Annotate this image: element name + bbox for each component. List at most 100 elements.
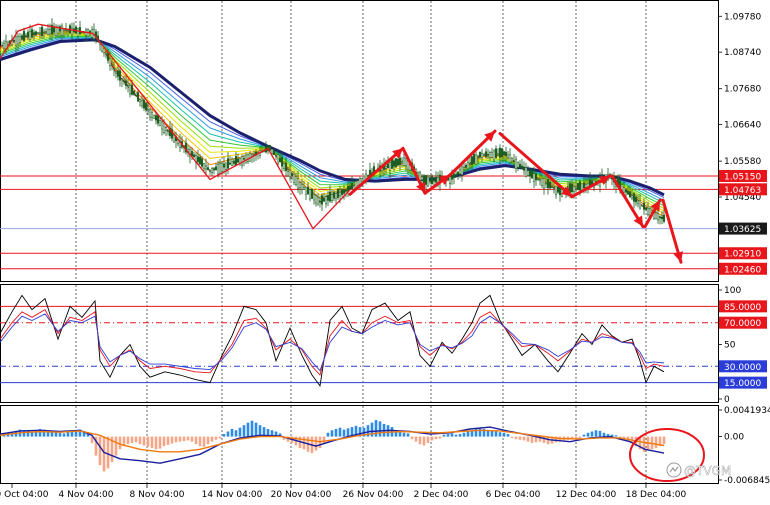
candle-body <box>434 176 438 183</box>
price-tick-label: 1.04540 <box>724 193 761 203</box>
trend-arrow-head <box>484 131 495 142</box>
candle-body <box>552 187 556 189</box>
candle-body <box>124 80 128 86</box>
macd-bar <box>138 436 142 445</box>
candle-body <box>168 127 172 136</box>
macd-bar <box>642 436 646 452</box>
macd-bar <box>154 436 158 450</box>
candle-body <box>508 154 512 163</box>
price-tick-label: 1.05580 <box>724 157 761 167</box>
macd-bar <box>542 436 546 443</box>
time-axis: 9 Oct 04:00 4 Nov 04:00 8 Nov 04:00 14 Nov … <box>0 484 687 500</box>
macd-bar <box>454 434 458 437</box>
time-tick-label: 8 Nov 04:00 <box>130 490 185 500</box>
candle-body <box>304 186 308 195</box>
oscillator-panel[interactable]: 100 50 0 85.0000 70.0000 30.0000 15.0000 <box>0 284 767 406</box>
candle-body <box>574 187 578 189</box>
candle-body <box>472 154 476 164</box>
macd-bar <box>490 430 494 437</box>
candle-body <box>42 31 46 34</box>
candle-body <box>392 160 396 167</box>
candle-body <box>572 186 576 192</box>
candle-body <box>496 153 500 155</box>
macd-bar <box>590 431 594 437</box>
trend-arrow-shaft <box>348 146 405 196</box>
candle-body <box>636 200 640 204</box>
candle-body <box>526 170 530 176</box>
time-tick-label: 6 Dec 04:00 <box>486 490 541 500</box>
candle-body <box>524 167 528 177</box>
candle-body <box>210 168 214 173</box>
candle-body <box>34 31 38 35</box>
candle-body <box>428 179 432 182</box>
macd-bar <box>262 427 266 437</box>
macd-bar <box>494 431 498 437</box>
candle-body <box>232 160 236 164</box>
macd-bar <box>330 430 334 437</box>
price-vertical-gridlines <box>75 1 647 281</box>
candle-body <box>400 161 404 163</box>
candle-body <box>102 48 106 53</box>
candle-body <box>318 200 322 203</box>
macd-bar <box>478 427 482 437</box>
red-level-tag <box>719 169 767 182</box>
candle-body <box>644 207 648 210</box>
macd-bar <box>254 422 258 437</box>
macd-bar <box>158 436 162 449</box>
watermark-text: @TVGM <box>684 464 731 478</box>
candle-body <box>286 169 290 172</box>
macd-bar <box>94 436 98 456</box>
candle-body <box>522 167 526 171</box>
zigzag-lines <box>0 23 351 230</box>
oscillator-level-tag <box>719 376 767 389</box>
time-tick-label: 12 Dec 04:00 <box>556 490 617 500</box>
candle-body <box>448 176 452 185</box>
macd-bar <box>358 427 362 437</box>
macd-bar <box>378 421 382 437</box>
macd-line <box>0 429 665 453</box>
macd-bar <box>194 436 198 445</box>
macd-bar <box>410 436 414 440</box>
candle-body <box>56 27 60 34</box>
candle-body <box>660 216 664 220</box>
candle-body <box>292 174 296 183</box>
macd-vertical-gridlines <box>75 406 647 483</box>
candle-body <box>308 189 312 200</box>
macd-axis: 0.0041934 0.00 -0.0068455 <box>718 406 770 486</box>
candle-body <box>112 68 116 70</box>
macd-bar <box>170 436 174 444</box>
candle-body <box>462 167 466 170</box>
candle-body <box>154 115 158 121</box>
price-tick-label: 1.08740 <box>724 48 761 58</box>
candle-body <box>306 186 310 195</box>
macd-bar <box>342 429 346 437</box>
candle-body <box>342 189 346 194</box>
candle-body <box>62 29 66 31</box>
candle-body <box>328 191 332 202</box>
macd-bar <box>466 431 470 437</box>
candle-body <box>24 35 28 37</box>
price-panel[interactable]: 1.09780 1.08740 1.07680 1.06640 1.05580 1.045… <box>0 0 767 282</box>
candle-body <box>530 170 534 179</box>
current-price-label: 1.03625 <box>724 225 761 235</box>
macd-bar <box>322 436 326 443</box>
candle-body <box>212 168 216 171</box>
macd-bar <box>514 436 518 440</box>
candle-body <box>512 160 516 162</box>
macd-line <box>0 426 665 464</box>
macd-bar <box>482 428 486 437</box>
macd-bar <box>266 428 270 437</box>
candle-body <box>216 164 220 175</box>
macd-bar <box>274 431 278 437</box>
macd-bar <box>190 436 194 442</box>
trend-arrow <box>643 198 662 229</box>
current-price-tag <box>719 222 767 235</box>
candle-body <box>40 26 44 37</box>
candle-body <box>316 196 320 206</box>
red-level-tag <box>719 183 767 196</box>
macd-bar <box>238 427 242 437</box>
candle-body <box>426 177 430 187</box>
macd-bar <box>278 433 282 437</box>
macd-panel[interactable]: 0.0041934 0.00 -0.0068455 <box>0 405 770 487</box>
candle-body <box>298 182 302 188</box>
